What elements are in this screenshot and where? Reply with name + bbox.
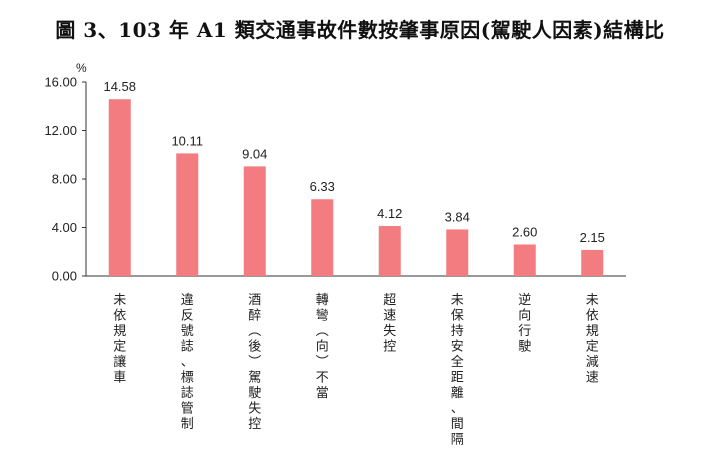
x-category-label: 未保持安全距離、間隔	[451, 293, 464, 448]
y-tick-label: 8.00	[52, 172, 77, 187]
data-label: 2.15	[580, 230, 605, 245]
bar	[581, 249, 604, 276]
x-category-label: 超速失控	[383, 293, 396, 355]
y-tick-label: 16.00	[44, 75, 77, 90]
bar	[378, 226, 401, 276]
data-label: 14.58	[103, 79, 136, 94]
x-category-label: 轉彎︵向︶不當	[316, 293, 329, 401]
bar	[513, 244, 536, 276]
y-axis-unit-label: %	[76, 61, 87, 75]
y-tick-label: 0.00	[52, 269, 77, 284]
data-label: 3.84	[445, 209, 470, 224]
chart-title: 圖 3、103 年 A1 類交通事故件數按肇事原因(駕駛人因素)結構比	[55, 18, 665, 42]
y-tick-label: 4.00	[52, 220, 77, 235]
bar	[108, 99, 131, 276]
y-tick-label: 12.00	[44, 123, 77, 138]
data-label: 6.33	[310, 179, 335, 194]
bar	[446, 229, 469, 276]
bar	[243, 166, 266, 276]
x-category-label: 酒醉︵後︶駕駛失控	[248, 293, 261, 432]
x-category-label: 違反號誌、標誌管制	[181, 293, 194, 432]
x-category-label: 未依規定讓車	[113, 293, 126, 386]
x-category-label: 逆向行駛	[518, 292, 531, 355]
data-label: 10.11	[171, 133, 203, 148]
x-category-label: 未依規定減速	[586, 293, 599, 386]
data-label: 2.60	[512, 224, 537, 239]
data-label: 4.12	[377, 206, 402, 221]
bar	[311, 199, 334, 276]
data-label: 9.04	[242, 146, 267, 161]
bar	[176, 153, 199, 276]
